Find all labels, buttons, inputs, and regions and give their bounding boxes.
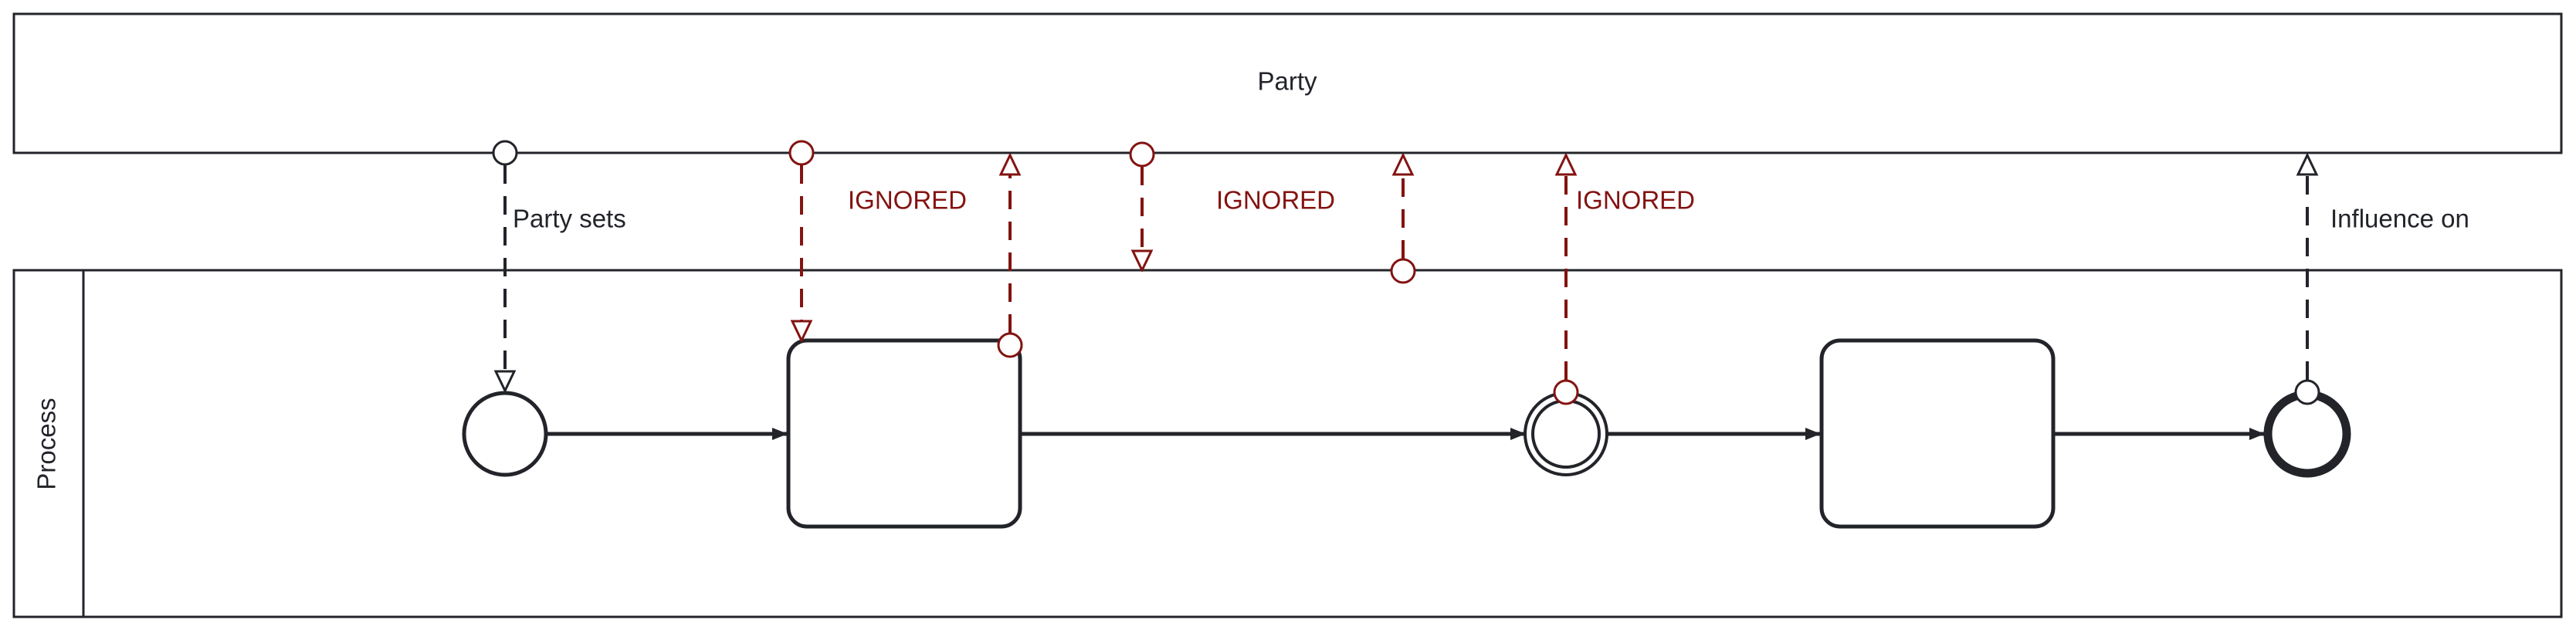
message-flow-party-sets[interactable]: Party sets xyxy=(492,140,626,391)
flow-nodes xyxy=(462,338,2351,529)
message-flow-ignored-process-to-party[interactable] xyxy=(1390,155,1416,284)
task-2[interactable] xyxy=(1819,338,2056,529)
intermediate-event[interactable] xyxy=(1524,391,1608,476)
message-flow-ignored-party-to-process[interactable] xyxy=(1129,141,1155,270)
start-event[interactable] xyxy=(462,391,548,477)
message-flow-ignored-party-to-task-1[interactable] xyxy=(788,140,815,340)
task-1[interactable] xyxy=(786,338,1022,529)
message-flow-label-ignored-3: IGNORED xyxy=(1576,186,1695,215)
message-flow-label-influence-on: Influence on xyxy=(2330,205,2469,233)
message-flow-label-party-sets: Party sets xyxy=(513,205,626,233)
message-flow-ignored-event-to-party[interactable]: IGNORED xyxy=(1553,155,1695,405)
end-event[interactable] xyxy=(2263,390,2351,478)
message-flow-influence-on[interactable]: Influence on xyxy=(2294,155,2469,405)
message-flow-label-ignored-2: IGNORED xyxy=(1216,186,1335,215)
party-pool[interactable]: Party xyxy=(12,12,2563,154)
message-flows: Party sets IGNORED IGNORED IGNORED xyxy=(492,140,2469,405)
process-pool-label: Process xyxy=(32,398,61,489)
message-flow-ignored-task-1-to-party[interactable] xyxy=(997,155,1023,358)
process-pool[interactable]: Process xyxy=(12,269,2563,618)
message-flow-label-ignored-1: IGNORED xyxy=(848,186,967,215)
party-pool-label: Party xyxy=(1257,67,1317,96)
